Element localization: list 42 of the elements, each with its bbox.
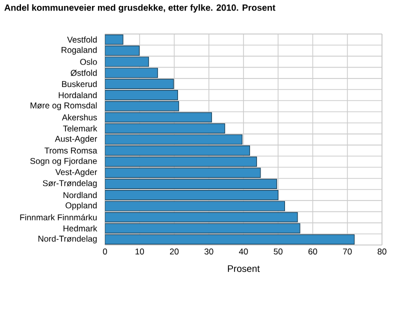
bar [105, 201, 285, 212]
y-tick-label: Oslo [80, 58, 97, 65]
bar [105, 223, 300, 234]
bar [105, 123, 226, 134]
y-tick-label: Sogn og Fjordane [30, 158, 97, 166]
y-tick-label: Telemark [63, 125, 98, 132]
y-tick-label: Rogaland [62, 46, 97, 55]
y-tick-label: Sør-Trøndelag [42, 180, 97, 188]
y-tick-label: Nordland [64, 192, 97, 198]
x-tick-label: 30 [204, 248, 214, 255]
y-tick-label: Møre og Romsdal [30, 102, 97, 110]
bar [105, 146, 250, 156]
y-tick-label: Oppland [66, 202, 97, 210]
bar [105, 190, 278, 200]
x-tick-label: 60 [308, 248, 318, 255]
bar [105, 90, 178, 100]
x-tick-label: 80 [378, 248, 386, 255]
bar [105, 68, 158, 78]
y-tick-label: Nord-Trøndelag [38, 235, 97, 244]
x-tick-label: 40 [238, 248, 248, 255]
bar [105, 178, 278, 189]
y-tick-label: Akershus [62, 114, 97, 120]
y-tick-label: Troms Romsa [44, 148, 98, 154]
y-tick-label: Aust-Agder [54, 136, 98, 144]
x-tick-label: 70 [343, 248, 352, 255]
bar [105, 234, 355, 244]
x-tick-label: 10 [136, 248, 144, 255]
y-tick-label: Hedmark [64, 225, 98, 232]
chart-title: Andel kommuneveier med grusdekke, etter fylke. 2010. Prosent [4, 4, 276, 13]
y-tick-label: Finnmark Finnmárku [20, 214, 97, 220]
x-axis-title: Prosent [228, 265, 260, 272]
y-tick-label: Vestfold [67, 36, 97, 43]
x-tick-label: 20 [170, 248, 179, 255]
bar [105, 78, 174, 90]
x-tick-label: 50 [274, 248, 282, 255]
y-tick-label: Buskerud [62, 80, 97, 88]
bar [105, 46, 140, 56]
y-tick-label: Hordaland [58, 92, 97, 98]
bar [105, 134, 242, 145]
y-tick-label: Vest-Agder [55, 168, 98, 177]
x-tick-label: 0 [102, 248, 108, 255]
y-tick-label: Østfold [70, 70, 97, 76]
